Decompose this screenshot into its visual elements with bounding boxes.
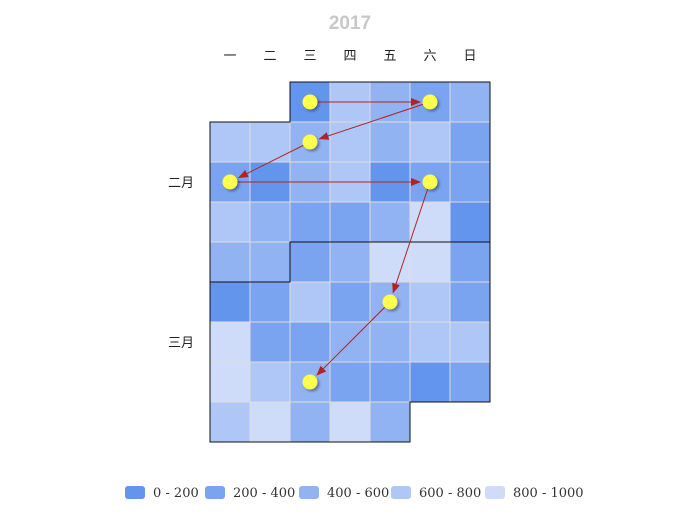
heatmap-cell[interactable] — [249, 281, 291, 323]
heatmap-cell[interactable] — [289, 321, 331, 363]
heatmap-cell[interactable] — [289, 401, 331, 443]
legend-swatch[interactable] — [299, 486, 319, 499]
heatmap-cell[interactable] — [209, 121, 251, 163]
legend-swatch[interactable] — [205, 486, 225, 499]
heatmap-cell[interactable] — [449, 201, 491, 243]
day-label: 日 — [463, 49, 476, 64]
marker-dot[interactable] — [302, 374, 318, 390]
heatmap-cell[interactable] — [449, 121, 491, 163]
heatmap-cells — [209, 81, 491, 443]
heatmap-cell[interactable] — [369, 361, 411, 403]
day-labels: 一二三四五六日 — [223, 49, 476, 64]
arrow-line — [392, 181, 431, 294]
chart-title: 2017 — [329, 13, 371, 34]
legend-label[interactable]: 400 - 600 — [327, 486, 389, 501]
heatmap-cell[interactable] — [409, 241, 451, 283]
heatmap-cell[interactable] — [369, 201, 411, 243]
day-label: 一 — [223, 49, 236, 64]
legend-swatch[interactable] — [485, 486, 505, 499]
arrow-line — [318, 101, 431, 140]
heatmap-cell[interactable] — [369, 321, 411, 363]
marker-dot[interactable] — [302, 134, 318, 150]
heatmap-cell[interactable] — [449, 241, 491, 283]
day-label: 三 — [303, 49, 316, 64]
heatmap-cell[interactable] — [409, 361, 451, 403]
marker-dot[interactable] — [302, 94, 318, 110]
legend-label[interactable]: 0 - 200 — [153, 486, 199, 501]
day-label: 六 — [423, 49, 436, 64]
heatmap-cell[interactable] — [449, 321, 491, 363]
heatmap-cell[interactable] — [209, 321, 251, 363]
arrow-lines — [230, 98, 431, 376]
heatmap-cell[interactable] — [369, 401, 411, 443]
heatmap-cell[interactable] — [249, 401, 291, 443]
heatmap-cell[interactable] — [209, 401, 251, 443]
month-label: 二月 — [168, 176, 194, 191]
heatmap-cell[interactable] — [449, 361, 491, 403]
heatmap-cell[interactable] — [329, 201, 371, 243]
legend-label[interactable]: 200 - 400 — [233, 486, 295, 501]
heatmap-cell[interactable] — [329, 121, 371, 163]
markers — [222, 94, 438, 390]
heatmap-cell[interactable] — [369, 121, 411, 163]
heatmap-cell[interactable] — [449, 81, 491, 123]
heatmap-cell[interactable] — [369, 241, 411, 283]
day-label: 五 — [383, 49, 396, 64]
arrow-line — [316, 301, 391, 376]
legend-label[interactable]: 600 - 800 — [419, 486, 481, 501]
marker-dot[interactable] — [382, 294, 398, 310]
month-label: 三月 — [168, 336, 194, 351]
heatmap-cell[interactable] — [449, 281, 491, 323]
heatmap-cell[interactable] — [449, 161, 491, 203]
marker-dot[interactable] — [422, 94, 438, 110]
day-label: 四 — [343, 49, 356, 64]
heatmap-cell[interactable] — [209, 281, 251, 323]
legend[interactable]: 0 - 200 200 - 400 400 - 600 600 - 800 800 - … — [125, 486, 584, 501]
heatmap-cell[interactable] — [409, 201, 451, 243]
legend-swatch[interactable] — [391, 486, 411, 499]
heatmap-cell[interactable] — [289, 201, 331, 243]
heatmap-cell[interactable] — [409, 321, 451, 363]
legend-label[interactable]: 800 - 1000 — [513, 486, 584, 501]
heatmap-cell[interactable] — [249, 321, 291, 363]
month-borders — [209, 81, 491, 443]
heatmap-cell[interactable] — [209, 241, 251, 283]
heatmap-cell[interactable] — [329, 361, 371, 403]
legend-swatch[interactable] — [125, 486, 145, 499]
heatmap-cell[interactable] — [289, 281, 331, 323]
heatmap-cell[interactable] — [289, 241, 331, 283]
heatmap-cell[interactable] — [209, 201, 251, 243]
heatmap-cell[interactable] — [409, 281, 451, 323]
heatmap-cell[interactable] — [329, 241, 371, 283]
heatmap-cell[interactable] — [249, 241, 291, 283]
heatmap-cell[interactable] — [249, 201, 291, 243]
heatmap-cell[interactable] — [329, 281, 371, 323]
month-border — [209, 241, 491, 443]
heatmap-cell[interactable] — [209, 361, 251, 403]
marker-dot[interactable] — [422, 174, 438, 190]
heatmap-cell[interactable] — [329, 401, 371, 443]
heatmap-cell[interactable] — [249, 121, 291, 163]
arrow-line — [238, 141, 311, 178]
heatmap-cell[interactable] — [249, 361, 291, 403]
heatmap-cell[interactable] — [409, 121, 451, 163]
marker-dot[interactable] — [222, 174, 238, 190]
day-label: 二 — [263, 49, 276, 64]
